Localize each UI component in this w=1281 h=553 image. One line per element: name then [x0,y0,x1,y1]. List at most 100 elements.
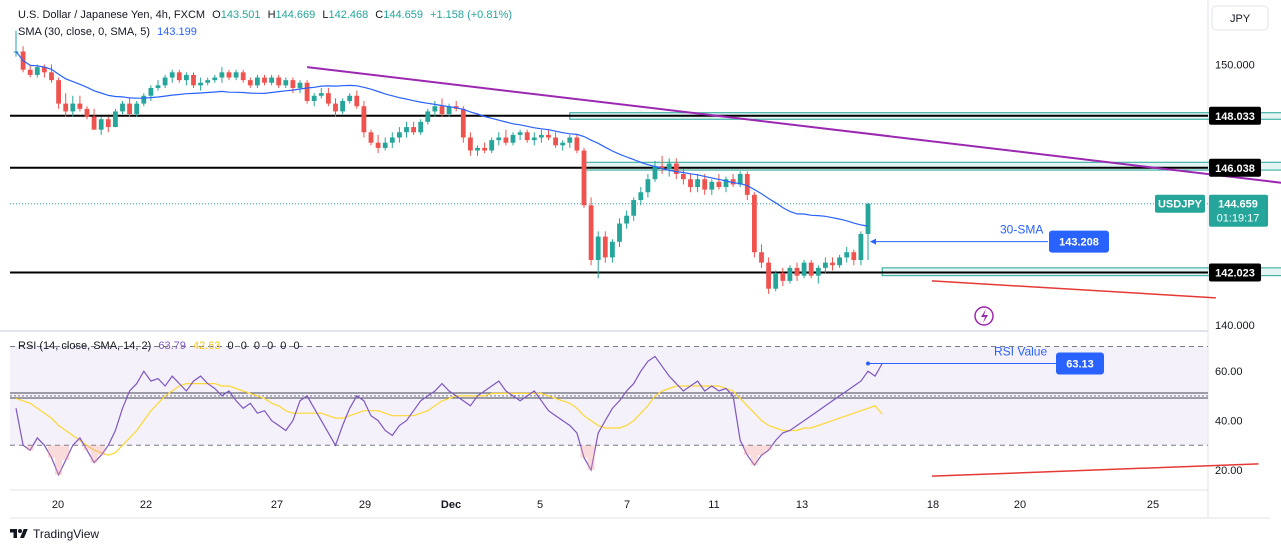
candle-body [602,236,608,258]
time-tick-label: 13 [796,499,808,511]
candle-body [837,257,842,266]
sma-line [15,51,869,227]
candle-body [233,72,239,78]
sma-value: 143.199 [157,26,197,38]
candle-body [752,194,757,253]
candle-body [283,80,289,86]
candle-body [439,106,445,115]
time-tick-label: 22 [140,499,152,511]
candle-body [524,132,530,141]
rsi-extra-0: 0 [227,340,234,352]
level-price-badge [1209,158,1261,177]
current-price-badge [1209,194,1268,227]
candle-body [84,108,90,117]
candle-body [340,100,345,112]
symbol-badge-label: USDJPY [1158,199,1203,211]
candle-body [610,241,615,258]
candle-body [113,111,118,128]
candle-body [638,192,644,201]
candle-body [652,166,658,180]
candle-body [865,203,871,234]
currency-button[interactable] [1211,5,1269,31]
candle-body [673,163,679,174]
candle-body [276,77,282,86]
candle-body [205,80,211,83]
price-tick-label: 150.000 [1215,60,1255,72]
candle-body [255,77,260,86]
candle-body [617,223,622,242]
candle-body [496,137,502,141]
candle-body [354,95,360,107]
time-tick-label: 27 [271,499,283,511]
candle-body [27,69,33,75]
rsi-annotation-text: RSI Value [994,344,1047,358]
ohlc-o-label: O [212,9,221,21]
candle-body [304,82,310,101]
candle-body [510,134,516,143]
time-tick-label: 20 [52,499,64,511]
price-tick-label: 140.000 [1215,320,1255,332]
candle-body [858,233,864,261]
candle-body [169,72,175,78]
candle-body [595,236,601,261]
candle-body [468,137,473,151]
candle-body [482,147,487,151]
candle-body [688,179,693,188]
candle-body [624,215,629,224]
rsi-label: RSI (14, close, SMA, 14, 2) [18,340,152,352]
candle-body [744,173,750,195]
current-price-label: 144.659 [1218,199,1258,211]
level-price-label: 142.023 [1215,267,1255,279]
rsi-tick-label: 20.00 [1215,465,1243,477]
tradingview-footer[interactable]: TradingView [10,527,99,541]
candle-body [702,179,708,190]
candle-body [546,134,551,138]
ohlc-l-label: L [322,9,329,21]
candle-body [326,93,331,104]
candle-body [560,142,566,146]
candles-group [13,30,871,294]
candle-body [567,137,573,143]
candle-body [404,127,409,133]
ohlc-c-value: 144.659 [383,9,424,21]
candle-body [737,173,743,185]
candle-body [553,137,558,146]
candle-body [318,93,324,96]
candle-body [105,119,111,128]
candle-body [120,103,125,112]
rsi-annotation-value: 63.13 [1066,358,1094,370]
level-price-label: 146.038 [1215,163,1255,175]
symbol-title: U.S. Dollar / Japanese Yen, 4h, FXCM [18,9,206,21]
candle-body [290,80,296,88]
candle-body [134,103,140,115]
candle-body [247,80,253,86]
time-tick-label: 29 [359,499,371,511]
rsi-extra-2: 0 [253,340,261,352]
candle-body [411,127,416,133]
candle-body [347,95,353,101]
tradingview-brand: TradingView [33,527,100,541]
candle-body [539,134,544,138]
time-tick-label: 25 [1147,499,1159,511]
candle-body [645,179,651,193]
candle-body [184,74,189,81]
rsi-extra-3: 0 [267,340,274,352]
candle-body [460,108,466,138]
candle-body [574,137,580,151]
rsi-extra-5: 0 [293,340,300,352]
price-divergence-line [931,280,1216,299]
candle-body [361,106,367,133]
rsi-tick-label: 60.00 [1215,366,1243,378]
candle-body [723,179,729,188]
rsi-legend: RSI (14, close, SMA, 14, 2) 63.79 42.63 … [18,340,304,352]
countdown-label: 01:19:17 [1217,213,1260,225]
candle-body [851,252,857,261]
lightning-icon [981,309,988,323]
candle-body [808,262,814,276]
candle-body [382,142,388,148]
candle-body [787,267,793,281]
symbol-badge [1155,194,1205,213]
time-tick-label: 11 [708,499,719,511]
